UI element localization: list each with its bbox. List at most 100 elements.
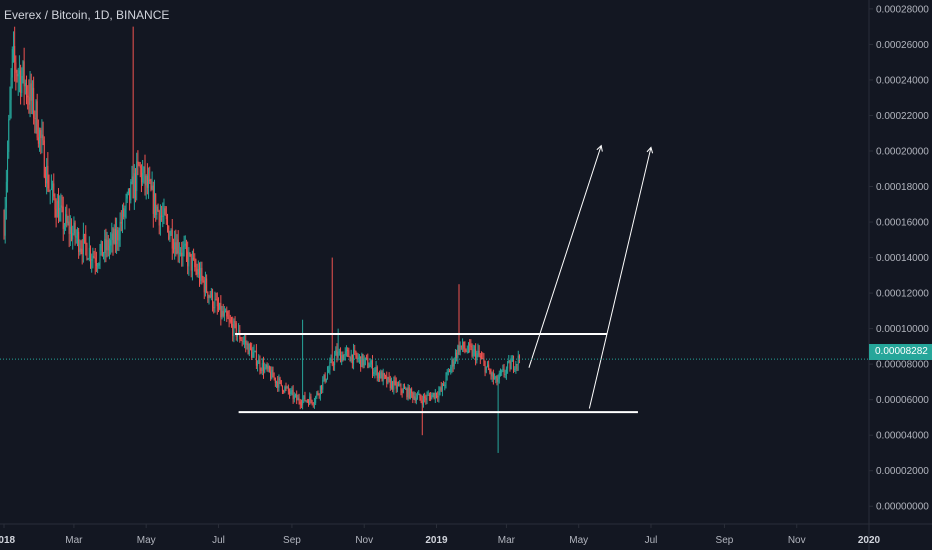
candle-body — [479, 355, 481, 358]
candle-body — [278, 378, 280, 388]
candle-body — [121, 208, 123, 224]
candle-body — [368, 366, 370, 368]
candle-body — [413, 396, 415, 399]
candle-body — [486, 364, 488, 367]
candle-body — [420, 398, 422, 401]
candle-body — [227, 316, 229, 319]
candle-body — [185, 243, 187, 252]
price-axis[interactable]: 0.00028000 0.00026000 0.00024000 0.00022000… — [869, 4, 929, 513]
candle-body — [68, 221, 70, 234]
candle-body — [265, 364, 267, 368]
candle-body — [373, 372, 375, 374]
candle-body — [253, 351, 255, 353]
x-tick-label: May — [569, 535, 588, 546]
candle-body — [258, 359, 260, 364]
candle-body — [143, 166, 145, 173]
candle-body — [374, 369, 376, 373]
candle-body — [120, 221, 122, 224]
candle-body — [441, 383, 443, 391]
candle-body — [169, 235, 171, 240]
candle-body — [167, 219, 169, 227]
candle-body — [503, 369, 505, 375]
candle-body — [159, 215, 161, 226]
candle-body — [465, 349, 467, 352]
y-tick-label: 0.00026000 — [876, 40, 929, 51]
x-tick-label: Jul — [212, 535, 225, 546]
candle-body — [47, 165, 49, 189]
arrow-head-icon — [596, 144, 603, 152]
candle-body — [379, 373, 381, 379]
candle-body — [213, 307, 215, 309]
candle-body — [247, 343, 249, 355]
drawing-layer[interactable] — [235, 144, 654, 414]
candle-body — [69, 226, 71, 234]
candle-body — [367, 357, 369, 368]
candle-body — [133, 173, 135, 199]
candle-body — [71, 226, 73, 240]
trend-arrow-line[interactable] — [528, 145, 602, 368]
candle-body — [36, 101, 38, 138]
candle-body — [209, 295, 211, 298]
candle-body — [78, 231, 80, 252]
candle-body — [349, 357, 351, 362]
candle-body — [11, 49, 13, 78]
candle-body — [162, 215, 164, 217]
candle-body — [138, 163, 140, 166]
candle-body — [27, 95, 29, 98]
time-axis[interactable]: 2018 Mar May Jul Sep Nov 2019 Mar May Jul Sep Nov 20… — [0, 524, 881, 546]
candle-body — [297, 397, 299, 401]
candle-body — [17, 74, 19, 77]
candle-body — [21, 76, 23, 93]
candle-body — [24, 82, 26, 87]
candle-body — [477, 350, 479, 354]
arrow-head-icon — [646, 146, 654, 154]
candle-body — [23, 61, 25, 87]
candle-body — [28, 97, 30, 105]
candle-body — [372, 361, 374, 374]
x-tick-label: Nov — [355, 535, 373, 546]
candle-body — [54, 196, 56, 210]
candle-body — [459, 345, 461, 352]
candle-body — [289, 391, 291, 395]
candle-body — [114, 228, 116, 244]
candle-body — [406, 388, 408, 398]
candle-body — [377, 373, 379, 379]
candle-body — [514, 368, 516, 370]
candle-body — [137, 161, 139, 164]
candle-body — [399, 384, 401, 386]
candle-body — [234, 320, 236, 324]
candle-body — [157, 206, 159, 212]
candle-body — [389, 378, 391, 389]
candle-body — [81, 248, 83, 255]
candle-body — [191, 257, 193, 271]
candle-body — [432, 392, 434, 395]
candle-body — [20, 70, 22, 93]
candle-body — [394, 380, 396, 382]
candle-body — [369, 364, 371, 367]
candle-body — [351, 354, 353, 364]
candle-body — [199, 269, 201, 281]
candle-body — [286, 386, 288, 388]
trend-arrow-line[interactable] — [588, 147, 652, 409]
candle-body — [40, 130, 42, 139]
candle-body — [108, 245, 110, 251]
candle-body — [72, 233, 74, 240]
candle-body — [195, 267, 197, 270]
candle-body — [330, 359, 332, 363]
candle-body — [41, 134, 43, 139]
candle-body — [315, 396, 317, 403]
candle-body — [460, 345, 462, 347]
candle-body — [49, 189, 51, 191]
candle-body — [82, 234, 84, 255]
chart-title: Everex / Bitcoin, 1D, BINANCE — [4, 8, 170, 22]
candle-body — [284, 386, 286, 392]
candle-body — [228, 318, 230, 320]
candle-body — [107, 240, 109, 251]
candle-body — [219, 303, 221, 310]
candle-body — [95, 262, 97, 266]
candle-body — [189, 252, 191, 255]
candle-body — [26, 82, 28, 96]
x-tick-label: Sep — [716, 535, 734, 546]
